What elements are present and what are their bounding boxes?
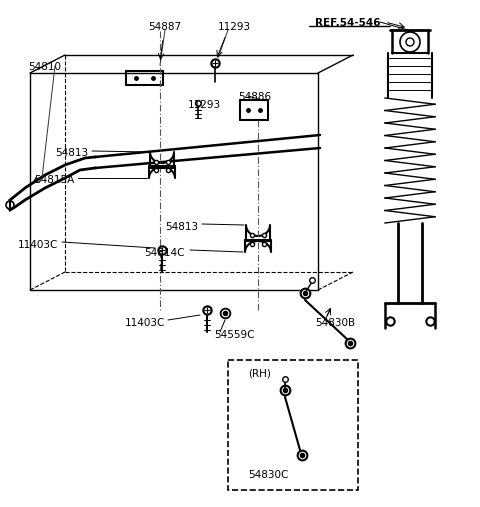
Text: 11403C: 11403C [18, 240, 58, 250]
Text: 54813: 54813 [55, 148, 88, 158]
Text: 54813: 54813 [165, 222, 198, 232]
Text: 54810: 54810 [28, 62, 61, 72]
Text: 54830C: 54830C [248, 470, 288, 480]
Text: REF.54-546: REF.54-546 [315, 18, 381, 28]
Text: 54814C: 54814C [144, 248, 185, 258]
Text: 11293: 11293 [218, 22, 251, 32]
Text: 54830B: 54830B [315, 318, 355, 328]
Text: 54886: 54886 [238, 92, 271, 102]
Bar [228, 360, 358, 490]
Text: (RH): (RH) [248, 368, 271, 378]
Text: 11403C: 11403C [125, 318, 165, 328]
Text: 54887: 54887 [148, 22, 181, 32]
Text: 54559C: 54559C [214, 330, 254, 340]
Text: 11293: 11293 [188, 100, 221, 110]
Text: 54815A: 54815A [34, 175, 74, 185]
